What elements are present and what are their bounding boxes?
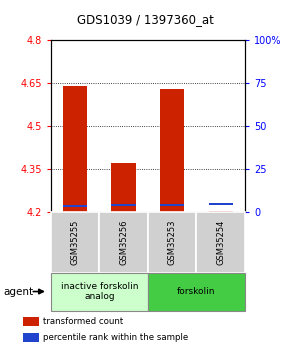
Bar [209, 211, 233, 212]
Text: percentile rank within the sample: percentile rank within the sample [43, 333, 188, 342]
Text: forskolin: forskolin [177, 287, 216, 296]
Text: GSM35256: GSM35256 [119, 220, 128, 265]
Text: GSM35253: GSM35253 [168, 220, 177, 265]
Bar [111, 163, 136, 212]
Text: transformed count: transformed count [43, 317, 123, 326]
Text: agent: agent [3, 287, 33, 296]
Text: inactive forskolin
analog: inactive forskolin analog [61, 282, 138, 301]
Text: GDS1039 / 1397360_at: GDS1039 / 1397360_at [77, 13, 213, 26]
Bar [209, 203, 233, 205]
Text: GSM35254: GSM35254 [216, 220, 225, 265]
Bar [63, 205, 87, 207]
Bar [160, 204, 184, 206]
Bar [160, 89, 184, 212]
Bar [111, 204, 136, 206]
Bar [63, 86, 87, 212]
Text: GSM35255: GSM35255 [70, 220, 79, 265]
